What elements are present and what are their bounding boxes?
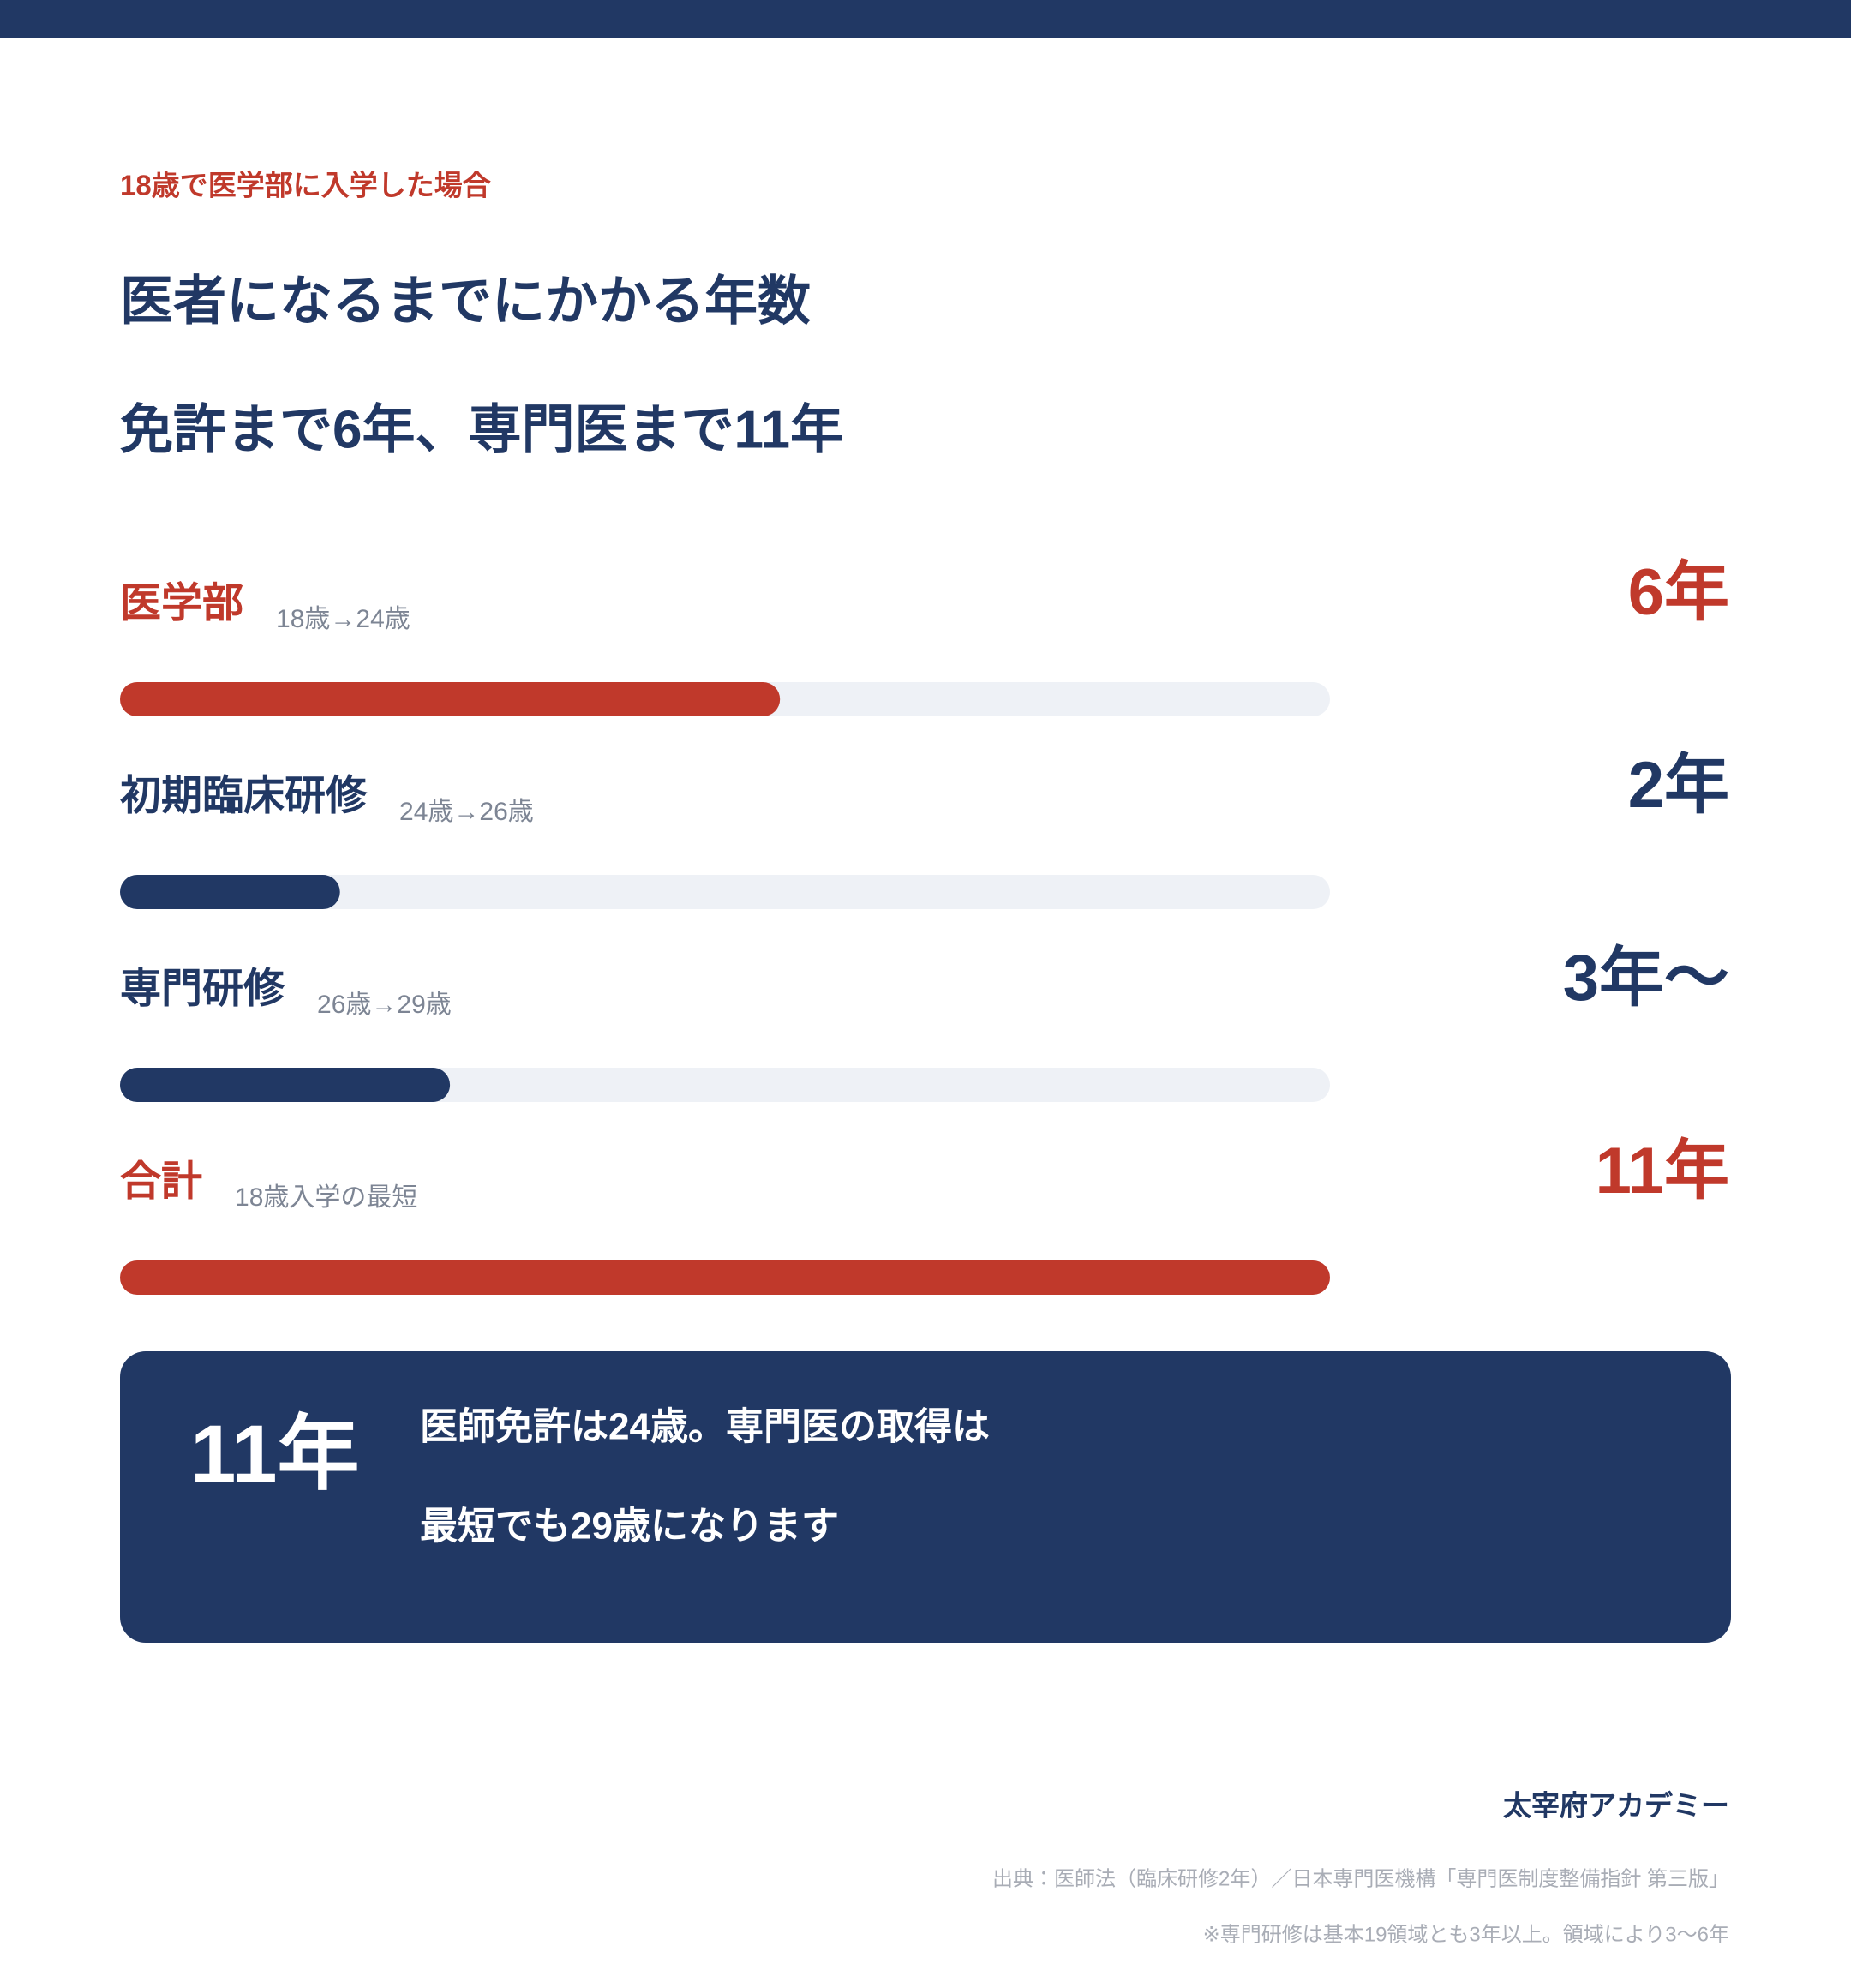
category-label: 初期臨床研修 — [120, 774, 368, 819]
category-note: 26歳→29歳 — [317, 991, 452, 1019]
summary-headline: 11年 — [190, 1408, 359, 1500]
subtitle: 免許まで6年、専門医まで11年 — [120, 400, 843, 459]
eyebrow: 18歳で医学部に入学した場合 — [120, 170, 492, 201]
category-label: 専門研修 — [120, 967, 285, 1012]
top-band — [0, 0, 1851, 38]
brand: 太宰府アカデミー — [1503, 1790, 1729, 1822]
value-label: 6年 — [1628, 556, 1729, 629]
note: ※専門研修は基本19領域とも3年以上。領域により3〜6年 — [1203, 1923, 1729, 1946]
bar-track — [120, 875, 1330, 909]
summary-line: 医師免許は24歳。専門医の取得は — [420, 1406, 990, 1448]
source: 出典：医師法（臨床研修2年）／日本専門医機構「専門医制度整備指針 第三版」 — [992, 1867, 1729, 1890]
bar — [120, 875, 340, 909]
category-note: 24歳→26歳 — [399, 798, 534, 826]
summary-box — [120, 1351, 1731, 1643]
value-label: 2年 — [1628, 749, 1729, 822]
bar — [120, 1068, 451, 1102]
value-label: 11年 — [1596, 1135, 1729, 1207]
title: 医者になるまでにかかる年数 — [120, 272, 811, 331]
category-label: 医学部 — [120, 581, 243, 626]
bar — [120, 1260, 1330, 1295]
category-label: 合計 — [120, 1159, 202, 1205]
summary-line: 最短でも29歳になります — [420, 1506, 839, 1548]
value-label: 3年〜 — [1563, 942, 1729, 1015]
category-note: 18歳→24歳 — [276, 605, 410, 633]
bar — [120, 682, 781, 716]
category-note: 18歳入学の最短 — [235, 1183, 417, 1212]
